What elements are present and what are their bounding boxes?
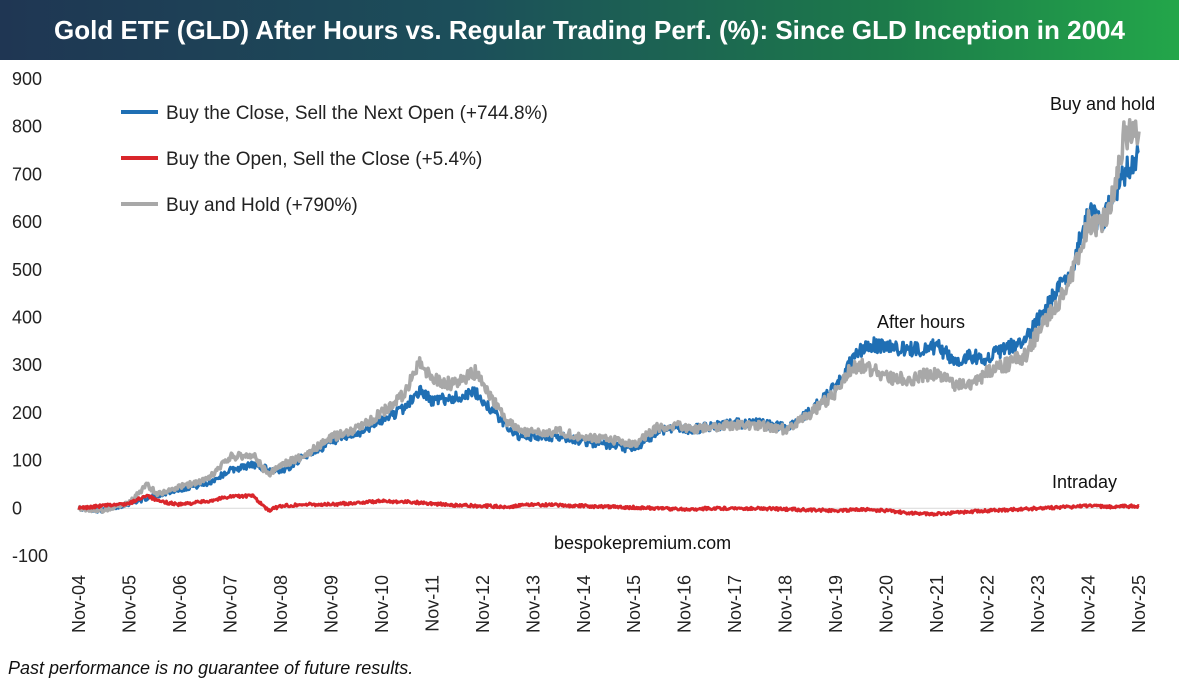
y-tick-label: -100: [12, 546, 48, 566]
x-tick-label: Nov-11: [422, 575, 442, 632]
legend-label-1: Buy the Open, Sell the Close (+5.4%): [166, 149, 482, 170]
y-axis: 900 800 700 600 500 400 300 200 100 0 -100: [12, 69, 48, 566]
x-tick-label: Nov-23: [1028, 575, 1048, 633]
x-tick-label: Nov-07: [220, 575, 240, 633]
annotation-buy-and-hold: Buy and hold: [1050, 94, 1155, 114]
y-tick-label: 900: [12, 69, 42, 89]
y-tick-label: 0: [12, 498, 22, 518]
y-tick-label: 300: [12, 355, 42, 375]
x-tick-label: Nov-13: [523, 575, 543, 633]
y-tick-label: 800: [12, 117, 42, 137]
series-line-1: [77, 493, 1140, 517]
x-tick-label: Nov-15: [624, 575, 644, 633]
x-tick-label: Nov-14: [574, 575, 594, 633]
y-tick-label: 100: [12, 451, 42, 471]
series-line-2: [77, 117, 1141, 514]
x-tick-label: Nov-17: [725, 575, 745, 633]
x-tick-label: Nov-24: [1079, 575, 1099, 633]
x-tick-label: Nov-12: [473, 575, 493, 633]
y-tick-label: 600: [12, 212, 42, 232]
x-tick-label: Nov-19: [826, 575, 846, 633]
legend-label-0: Buy the Close, Sell the Next Open (+744.…: [166, 103, 548, 124]
x-axis: Nov-04 Nov-05 Nov-06 Nov-07 Nov-08 Nov-09 Nov-…: [69, 575, 1149, 633]
x-tick-label: Nov-21: [927, 575, 947, 633]
x-tick-label: Nov-05: [119, 575, 139, 633]
y-tick-label: 200: [12, 403, 42, 423]
x-tick-label: Nov-09: [321, 575, 341, 633]
annotation-intraday: Intraday: [1052, 472, 1117, 492]
x-tick-label: Nov-22: [978, 575, 998, 633]
x-tick-label: Nov-25: [1129, 575, 1149, 633]
x-tick-label: Nov-16: [675, 575, 695, 633]
footnote: Past performance is no guarantee of futu…: [8, 658, 414, 678]
x-tick-label: Nov-20: [877, 575, 897, 633]
annotation-after-hours: After hours: [877, 312, 965, 332]
x-tick-label: Nov-04: [69, 575, 89, 633]
title-bar: [0, 0, 1179, 60]
chart-title: Gold ETF (GLD) After Hours vs. Regular T…: [54, 15, 1125, 45]
x-tick-label: Nov-10: [372, 575, 392, 633]
x-tick-label: Nov-06: [170, 575, 190, 633]
y-tick-label: 400: [12, 308, 42, 328]
y-tick-label: 500: [12, 260, 42, 280]
legend: Buy the Close, Sell the Next Open (+744.…: [121, 103, 548, 216]
series-layer: [77, 117, 1141, 517]
y-tick-label: 700: [12, 164, 42, 184]
legend-label-2: Buy and Hold (+790%): [166, 195, 358, 216]
source-label: bespokepremium.com: [554, 533, 731, 553]
x-tick-label: Nov-18: [776, 575, 796, 633]
x-tick-label: Nov-08: [271, 575, 291, 633]
